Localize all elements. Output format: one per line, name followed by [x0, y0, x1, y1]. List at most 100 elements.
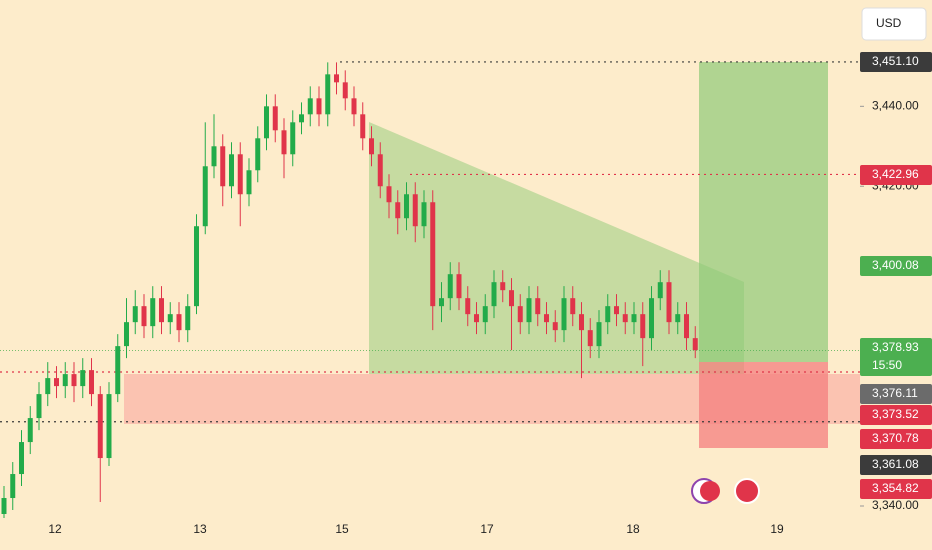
candle-body	[307, 98, 313, 115]
candle-body	[535, 298, 541, 315]
candle-body	[316, 98, 322, 115]
price-badge-label: 3,373.52	[872, 407, 919, 421]
candle-body	[106, 394, 112, 459]
target-box	[699, 62, 828, 362]
price-badge-label: 3,376.11	[872, 386, 918, 400]
candle-body	[412, 194, 418, 227]
candle-body	[325, 74, 331, 115]
candle-body	[430, 202, 436, 307]
candle-body	[649, 298, 654, 339]
candle-body	[622, 314, 628, 323]
price-badge	[860, 52, 932, 72]
candle-body	[36, 394, 42, 419]
candle-body	[211, 146, 217, 167]
candle-body	[517, 306, 523, 323]
candle-body	[115, 346, 121, 395]
candle-body	[272, 106, 278, 131]
candle-body	[596, 322, 602, 347]
candle-body	[447, 274, 453, 299]
candle-body	[62, 374, 68, 387]
candle-body	[80, 370, 86, 387]
candle-body	[666, 282, 672, 323]
candle-body	[439, 298, 444, 307]
price-badge	[860, 455, 932, 475]
candle-body	[482, 306, 488, 323]
candle-body	[465, 298, 471, 315]
candle-body	[159, 298, 164, 323]
candle-body	[579, 314, 584, 331]
x-tick-label: 19	[770, 522, 784, 536]
candle-body	[552, 322, 558, 331]
x-tick-label: 13	[193, 522, 207, 536]
stop-box	[699, 362, 828, 448]
candle-body	[281, 130, 287, 155]
price-badge	[860, 429, 932, 449]
candle-body	[614, 306, 619, 315]
candle-body	[185, 306, 191, 331]
candle-body	[89, 370, 94, 395]
candle-body	[45, 378, 51, 395]
candle-body	[351, 98, 357, 115]
countdown: 15:50	[872, 358, 902, 372]
candle-body	[500, 282, 506, 291]
candle-body	[386, 186, 392, 203]
candle-body	[237, 154, 243, 195]
candle-body	[421, 202, 427, 227]
flag-icon[interactable]	[734, 478, 760, 504]
candle-body	[27, 418, 33, 443]
candle-body	[124, 322, 129, 347]
candle-body	[360, 114, 366, 139]
x-tick-label: 18	[626, 522, 640, 536]
candle-body	[132, 306, 138, 323]
price-badge	[860, 479, 932, 499]
candle-body	[474, 314, 479, 323]
y-tick-label: 3,440.00	[872, 98, 919, 112]
candle-body	[605, 306, 611, 323]
price-badge	[860, 338, 932, 376]
price-badge	[860, 384, 932, 404]
candle-body	[255, 138, 261, 171]
candle-body	[229, 154, 234, 187]
flag-icon[interactable]	[700, 481, 720, 501]
price-badge-label: 3,451.10	[872, 54, 919, 68]
candle-body	[299, 114, 304, 123]
y-tick-label: 3,340.00	[872, 498, 919, 512]
candle-body	[141, 306, 147, 327]
candle-body	[202, 166, 208, 227]
drawings	[0, 61, 860, 448]
candle-body	[334, 74, 339, 83]
candle-body	[692, 338, 698, 351]
candle-body	[631, 314, 637, 323]
candle-body	[1, 498, 7, 515]
x-tick-label: 17	[480, 522, 494, 536]
price-badge-label: 3,354.82	[872, 481, 919, 495]
candle-body	[587, 330, 593, 347]
candle-body	[71, 374, 77, 387]
candle-body	[544, 314, 549, 323]
price-badge-label: 3,400.08	[872, 258, 919, 272]
currency-label: USD	[876, 16, 902, 30]
candle-body	[675, 314, 681, 323]
candle-body	[290, 122, 296, 155]
candle-body	[561, 298, 567, 331]
candle-body	[54, 378, 59, 387]
candle-body	[150, 298, 156, 327]
candle-body	[176, 314, 182, 331]
price-badge-label: 3,378.93	[872, 340, 919, 354]
price-badge	[860, 165, 932, 185]
event-icons	[691, 478, 760, 504]
candle-body	[640, 314, 646, 339]
price-badge-label: 3,370.78	[872, 431, 919, 445]
candle-body	[491, 282, 497, 307]
candle-body	[684, 314, 689, 339]
candle-body	[404, 194, 409, 219]
candle-body	[246, 170, 252, 195]
candle-body	[264, 106, 269, 139]
candle-body	[395, 202, 401, 219]
candle-body	[526, 298, 532, 323]
price-badge-label: 3,422.96	[872, 167, 919, 181]
currency-button[interactable]	[861, 7, 927, 41]
candle-body	[456, 274, 462, 299]
price-badge	[860, 405, 932, 425]
